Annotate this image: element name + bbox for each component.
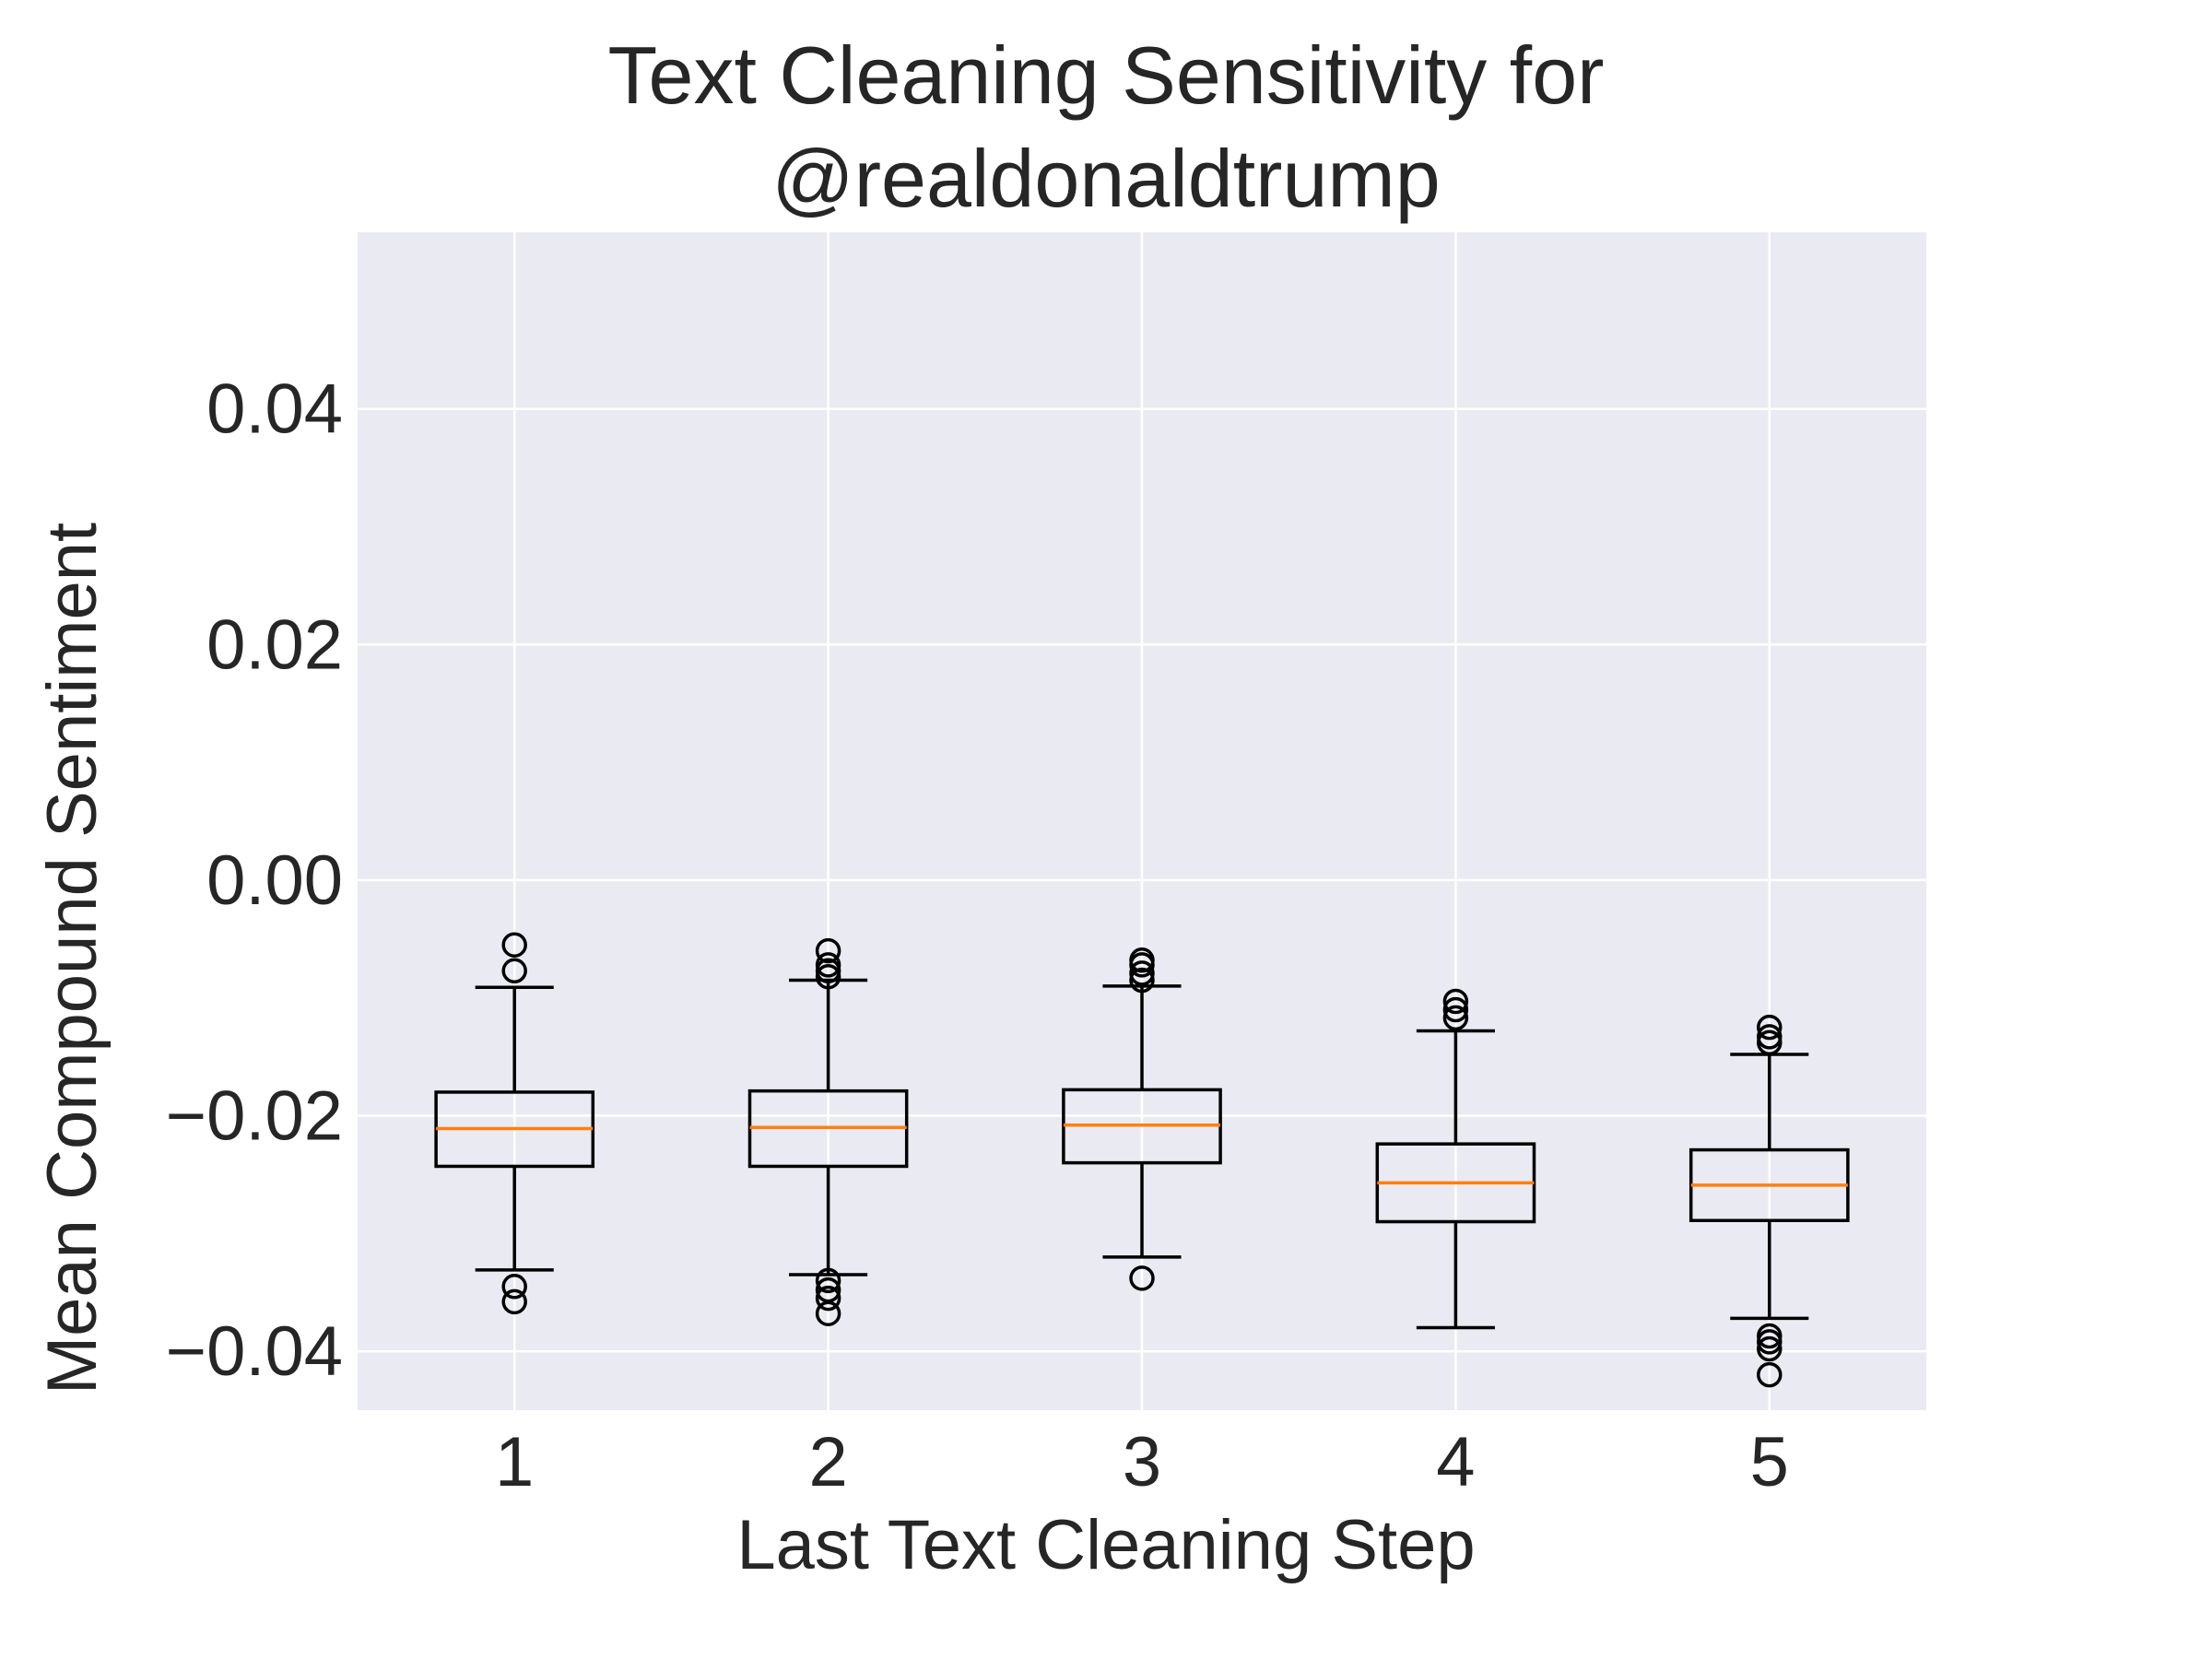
outlier-point — [1129, 1265, 1155, 1291]
outlier-point — [501, 1288, 527, 1315]
x-axis-label: Last Text Cleaning Step — [736, 1506, 1475, 1584]
outlier-point — [1757, 1030, 1783, 1056]
x-tick-label: 2 — [808, 1423, 847, 1501]
y-tick-label: 0.02 — [206, 606, 343, 684]
chart-title-line-2: @realdonaldtrump — [771, 133, 1440, 224]
chart-title-line-1: Text Cleaning Sensitivity for — [608, 29, 1605, 121]
x-tick-label: 1 — [495, 1423, 534, 1501]
outlier-point — [1129, 960, 1155, 986]
y-axis-label: Mean Compound Sentiment — [33, 523, 112, 1394]
y-tick-label: −0.04 — [166, 1312, 343, 1391]
box-group-4 — [1375, 988, 1536, 1330]
y-tick-label: 0.00 — [206, 841, 343, 920]
outlier-point — [1442, 996, 1469, 1023]
outlier-point — [815, 1285, 841, 1312]
plot-area: −0.04 −0.02 0.00 0.02 0.04 1 2 3 4 5 — [166, 232, 1926, 1501]
outlier-point — [1442, 1005, 1469, 1031]
outlier-point — [1757, 1014, 1783, 1041]
outlier-point — [501, 1274, 527, 1300]
box-group-5 — [1688, 1014, 1850, 1388]
outlier-point — [815, 963, 841, 990]
box-group-2 — [747, 937, 909, 1326]
outlier-point — [815, 1300, 841, 1326]
outlier-point — [501, 932, 527, 958]
outlier-point — [501, 958, 527, 984]
x-tick-label: 3 — [1123, 1423, 1161, 1501]
outlier-point — [815, 1267, 841, 1294]
x-tick-label: 5 — [1750, 1423, 1789, 1501]
outlier-point — [1757, 1329, 1783, 1355]
y-tick-label: −0.02 — [166, 1077, 343, 1156]
outlier-point — [815, 937, 841, 964]
outlier-point — [1129, 967, 1155, 994]
outlier-point — [1129, 952, 1155, 978]
box-group-3 — [1062, 947, 1222, 1291]
box-group-1 — [434, 932, 595, 1315]
y-tick-label: 0.04 — [206, 371, 343, 449]
outlier-point — [1757, 1361, 1783, 1388]
outlier-point — [1757, 1335, 1783, 1362]
outlier-point — [1442, 988, 1469, 1015]
x-tick-label: 4 — [1436, 1423, 1475, 1501]
